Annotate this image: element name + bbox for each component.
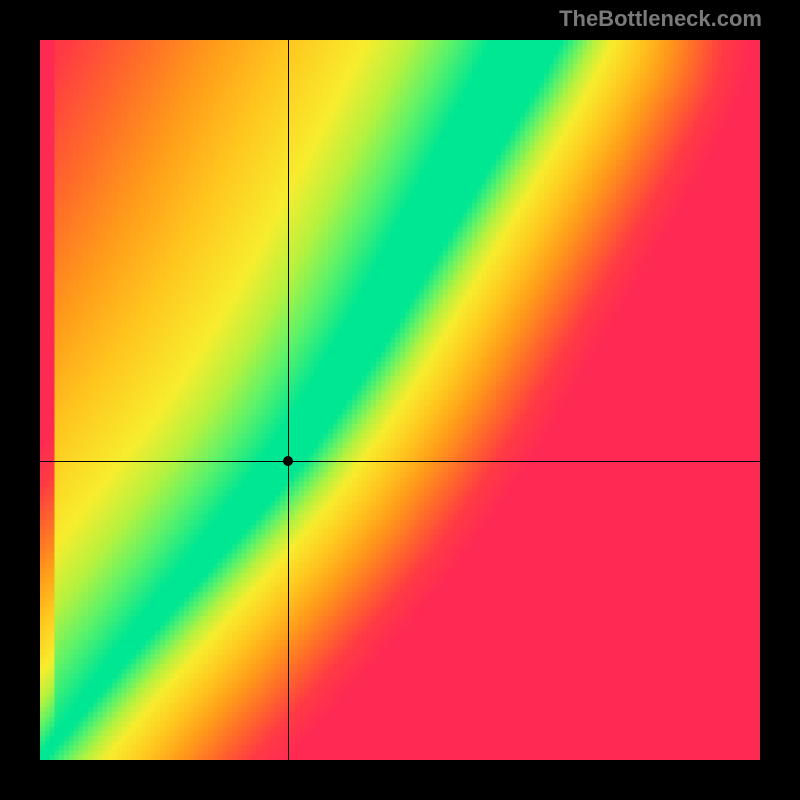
watermark-text: TheBottleneck.com [559,6,762,32]
crosshair-vertical [288,40,289,760]
crosshair-horizontal [40,461,760,462]
crosshair-marker [283,456,293,466]
heatmap-plot [40,40,760,760]
heatmap-canvas [40,40,760,760]
chart-container: TheBottleneck.com [0,0,800,800]
